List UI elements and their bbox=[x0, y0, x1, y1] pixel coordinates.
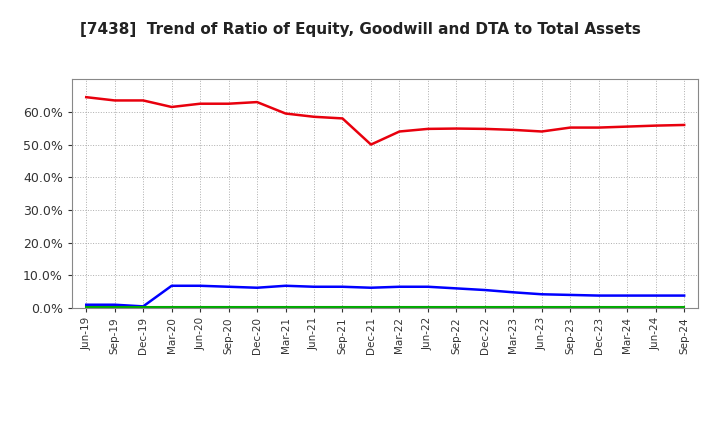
Goodwill bbox=[110, 302, 119, 308]
Deferred Tax Assets bbox=[537, 305, 546, 310]
Goodwill bbox=[225, 284, 233, 290]
Deferred Tax Assets bbox=[225, 305, 233, 310]
Goodwill bbox=[595, 293, 603, 298]
Deferred Tax Assets bbox=[680, 305, 688, 310]
Goodwill bbox=[566, 292, 575, 297]
Goodwill bbox=[395, 284, 404, 290]
Equity bbox=[110, 98, 119, 103]
Deferred Tax Assets bbox=[452, 305, 461, 310]
Deferred Tax Assets bbox=[623, 305, 631, 310]
Goodwill bbox=[366, 285, 375, 290]
Equity bbox=[338, 116, 347, 121]
Deferred Tax Assets bbox=[167, 305, 176, 310]
Equity bbox=[566, 125, 575, 130]
Goodwill bbox=[509, 290, 518, 295]
Equity bbox=[310, 114, 318, 119]
Equity bbox=[196, 101, 204, 106]
Deferred Tax Assets bbox=[196, 305, 204, 310]
Goodwill bbox=[310, 284, 318, 290]
Goodwill bbox=[423, 284, 432, 290]
Equity bbox=[225, 101, 233, 106]
Goodwill bbox=[480, 287, 489, 293]
Deferred Tax Assets bbox=[310, 305, 318, 310]
Deferred Tax Assets bbox=[595, 305, 603, 310]
Deferred Tax Assets bbox=[366, 305, 375, 310]
Deferred Tax Assets bbox=[338, 305, 347, 310]
Equity bbox=[423, 126, 432, 132]
Goodwill bbox=[623, 293, 631, 298]
Deferred Tax Assets bbox=[509, 305, 518, 310]
Deferred Tax Assets bbox=[139, 305, 148, 310]
Equity bbox=[509, 127, 518, 132]
Equity bbox=[167, 104, 176, 110]
Equity bbox=[82, 95, 91, 100]
Line: Goodwill: Goodwill bbox=[86, 286, 684, 306]
Equity bbox=[623, 124, 631, 129]
Deferred Tax Assets bbox=[82, 305, 91, 310]
Equity bbox=[680, 122, 688, 128]
Equity bbox=[282, 111, 290, 116]
Goodwill bbox=[253, 285, 261, 290]
Deferred Tax Assets bbox=[110, 305, 119, 310]
Equity bbox=[537, 129, 546, 134]
Equity bbox=[652, 123, 660, 128]
Deferred Tax Assets bbox=[652, 305, 660, 310]
Deferred Tax Assets bbox=[282, 305, 290, 310]
Equity bbox=[253, 99, 261, 105]
Deferred Tax Assets bbox=[423, 305, 432, 310]
Equity bbox=[595, 125, 603, 130]
Deferred Tax Assets bbox=[253, 305, 261, 310]
Goodwill bbox=[282, 283, 290, 288]
Goodwill bbox=[652, 293, 660, 298]
Goodwill bbox=[139, 304, 148, 309]
Goodwill bbox=[167, 283, 176, 288]
Text: [7438]  Trend of Ratio of Equity, Goodwill and DTA to Total Assets: [7438] Trend of Ratio of Equity, Goodwil… bbox=[80, 22, 640, 37]
Line: Equity: Equity bbox=[86, 97, 684, 145]
Deferred Tax Assets bbox=[566, 305, 575, 310]
Equity bbox=[452, 126, 461, 131]
Equity bbox=[139, 98, 148, 103]
Deferred Tax Assets bbox=[395, 305, 404, 310]
Goodwill bbox=[82, 302, 91, 308]
Goodwill bbox=[452, 286, 461, 291]
Goodwill bbox=[680, 293, 688, 298]
Deferred Tax Assets bbox=[480, 305, 489, 310]
Equity bbox=[480, 126, 489, 132]
Equity bbox=[395, 129, 404, 134]
Goodwill bbox=[537, 292, 546, 297]
Goodwill bbox=[196, 283, 204, 288]
Goodwill bbox=[338, 284, 347, 290]
Equity bbox=[366, 142, 375, 147]
